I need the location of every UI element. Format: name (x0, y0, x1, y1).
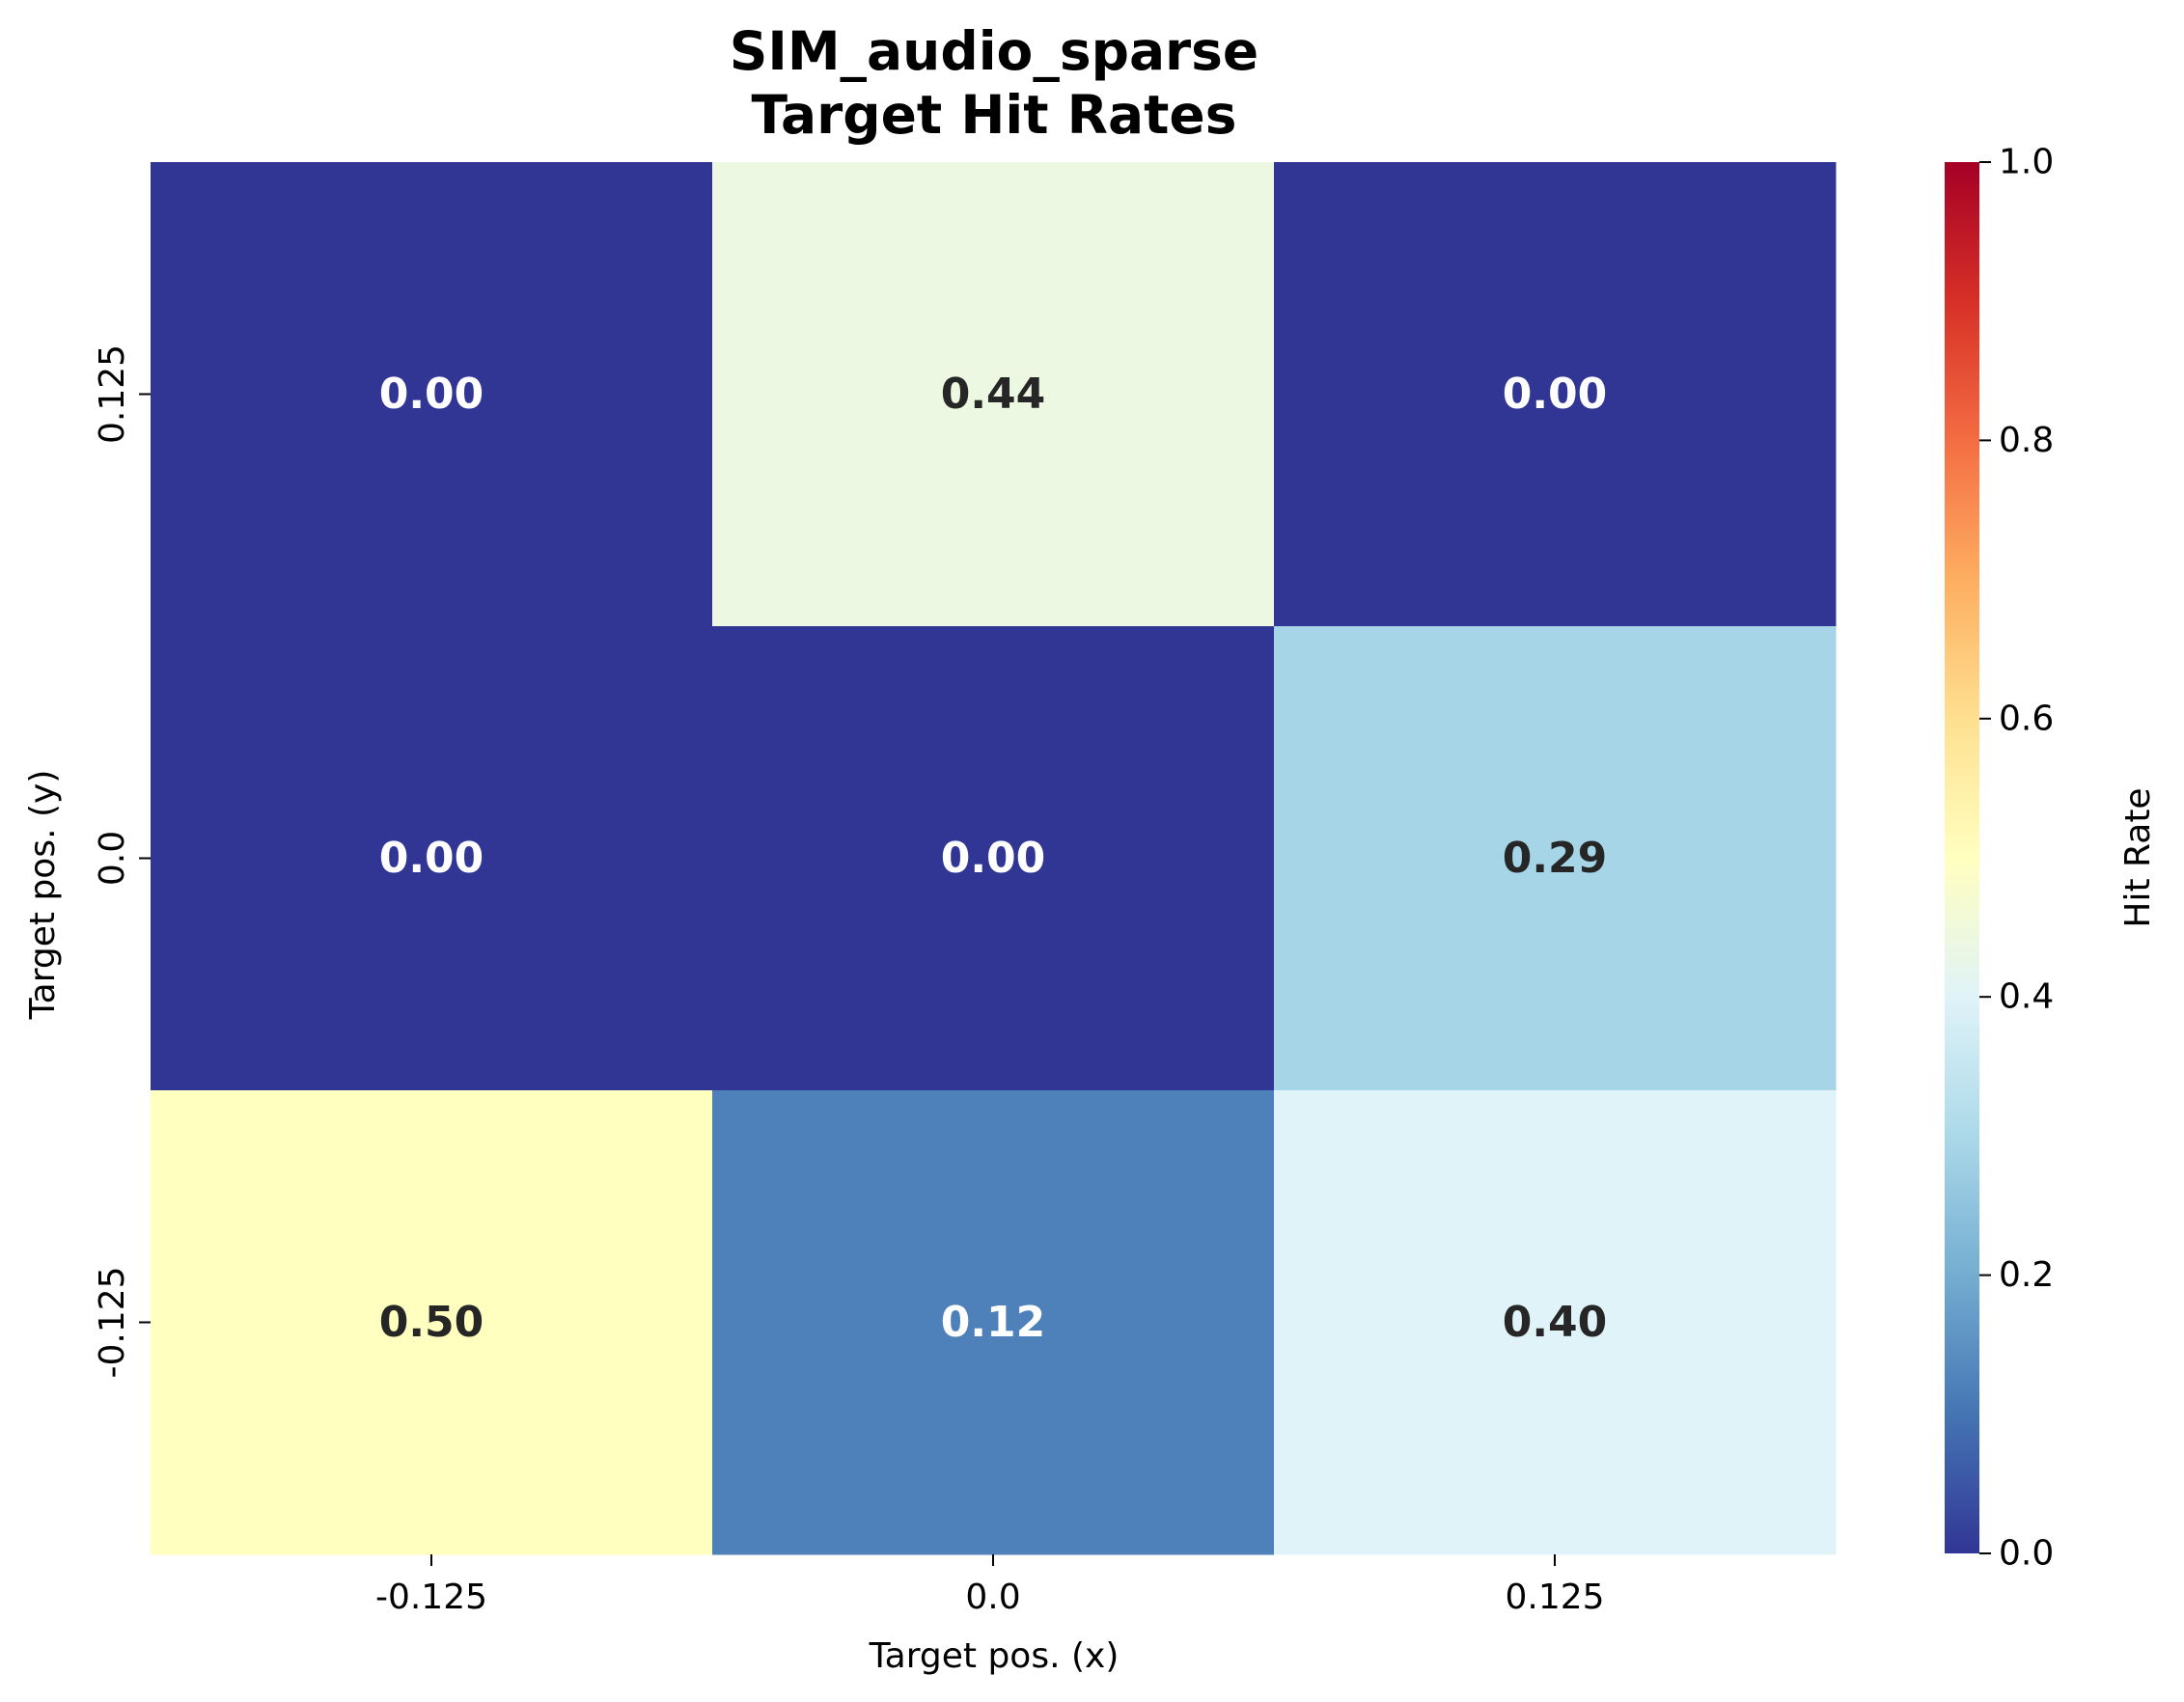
heatmap-cell (712, 1090, 1275, 1555)
colorbar-tick-label: 1.0 (1999, 143, 2054, 182)
heatmap-cell (1274, 1090, 1837, 1555)
cell-value-label: 0.40 (1503, 1298, 1608, 1347)
cell-value-label: 0.00 (941, 834, 1046, 883)
colorbar-tick-label: 0.2 (1999, 1255, 2054, 1295)
heatmap-cell (1274, 626, 1837, 1091)
heatmap-cell (151, 1090, 713, 1555)
heatmap-cell (712, 626, 1275, 1091)
heatmap-cell (1274, 162, 1837, 627)
cell-value-label: 0.29 (1503, 834, 1608, 883)
colorbar-tick-label: 0.8 (1999, 421, 2054, 460)
chart-title-line-2: Target Hit Rates (752, 84, 1237, 146)
y-tick-label: -0.125 (93, 1266, 132, 1378)
cell-value-label: 0.12 (941, 1298, 1046, 1347)
y-axis-ticks: 0.125 0.0 -0.125 (93, 344, 151, 1379)
colorbar (1945, 162, 1979, 1553)
cell-value-label: 0.00 (379, 370, 484, 419)
y-tick-label: 0.0 (93, 831, 132, 886)
x-tick-label: 0.0 (965, 1578, 1020, 1617)
colorbar-label: Hit Rate (2118, 787, 2158, 927)
heatmap-cell (712, 162, 1275, 627)
y-tick-label: 0.125 (93, 344, 132, 444)
cell-value-label: 0.00 (1503, 370, 1608, 419)
colorbar-tick-label: 0.4 (1999, 977, 2054, 1017)
heatmap-cell (151, 162, 713, 627)
heatmap-cell-labels: 0.00 0.44 0.00 0.00 0.00 0.29 0.50 0.12 0.40 (379, 370, 1608, 1347)
x-tick-label: -0.125 (375, 1578, 487, 1617)
chart-title-line-1: SIM_audio_sparse (730, 20, 1258, 82)
cell-value-label: 0.50 (379, 1298, 484, 1347)
cell-value-label: 0.44 (941, 370, 1046, 419)
colorbar-ticks: 0.0 0.2 0.4 0.6 0.8 1.0 (1979, 143, 2054, 1574)
x-tick-label: 0.125 (1505, 1578, 1604, 1617)
y-axis-label: Target pos. (y) (23, 770, 63, 1021)
cell-value-label: 0.00 (379, 834, 484, 883)
colorbar-tick-label: 0.6 (1999, 699, 2054, 738)
heatmap-cells (151, 162, 1837, 1555)
heatmap-cell (151, 626, 713, 1091)
x-axis-ticks: -0.125 0.0 0.125 (375, 1554, 1605, 1617)
colorbar-tick-label: 0.0 (1999, 1534, 2054, 1574)
x-axis-label: Target pos. (x) (869, 1636, 1120, 1676)
